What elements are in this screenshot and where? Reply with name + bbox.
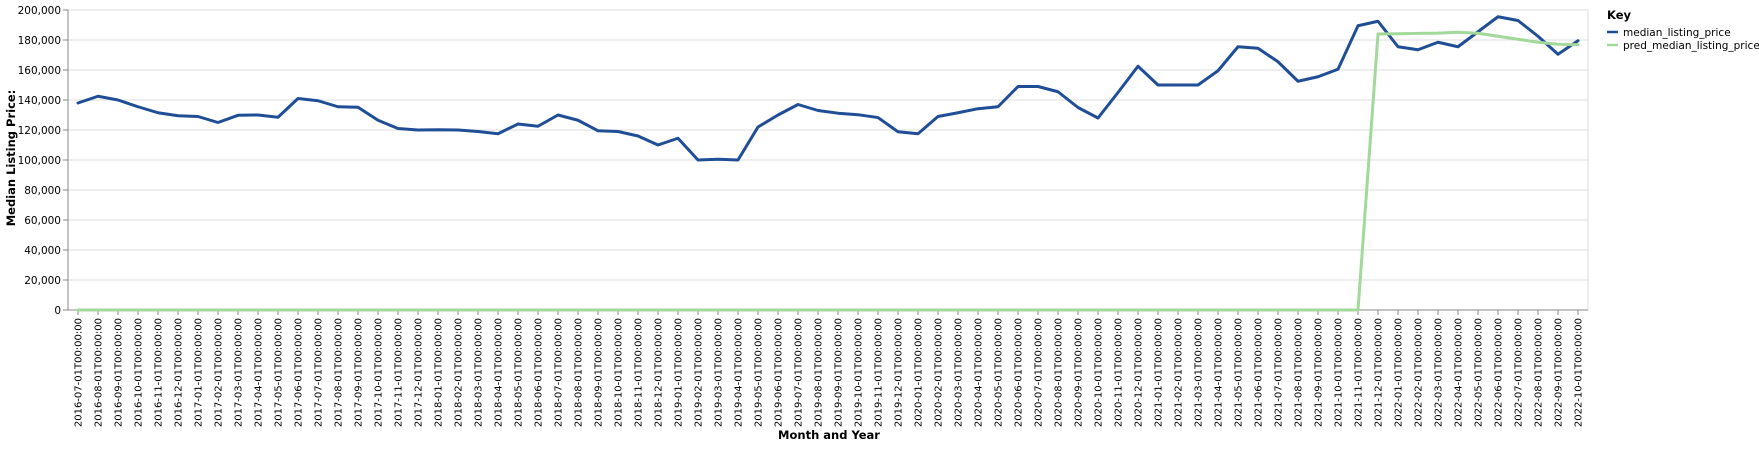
x-tick-label: 2021-02-01T00:00:00 xyxy=(1174,318,1185,427)
x-tick-label: 2022-02-01T00:00:00 xyxy=(1414,318,1425,427)
x-tick-label: 2018-09-01T00:00:00 xyxy=(594,318,605,427)
y-tick-label: 120,000 xyxy=(18,125,61,137)
x-tick-label: 2022-07-01T00:00:00 xyxy=(1514,318,1525,427)
x-tick-label: 2020-12-01T00:00:00 xyxy=(1134,318,1145,427)
x-tick-label: 2020-08-01T00:00:00 xyxy=(1054,318,1065,427)
series-line-median_listing_price xyxy=(76,15,1580,162)
x-tick-label: 2022-04-01T00:00:00 xyxy=(1454,318,1465,427)
x-tick-label: 2018-10-01T00:00:00 xyxy=(614,318,625,427)
x-tick-label: 2017-09-01T00:00:00 xyxy=(354,318,365,427)
y-tick-label: 80,000 xyxy=(24,185,61,197)
x-tick-label: 2016-08-01T00:00:00 xyxy=(94,318,105,427)
series-lines xyxy=(76,15,1580,312)
x-tick-label: 2017-11-01T00:00:00 xyxy=(394,318,405,427)
x-tick-label: 2018-06-01T00:00:00 xyxy=(534,318,545,427)
x-tick-label: 2018-03-01T00:00:00 xyxy=(474,318,485,427)
x-tick-label: 2020-04-01T00:00:00 xyxy=(974,318,985,427)
y-tick-label: 160,000 xyxy=(18,65,61,77)
x-tick-label: 2021-12-01T00:00:00 xyxy=(1374,318,1385,427)
y-tick-label: 140,000 xyxy=(18,95,61,107)
x-tick-label: 2019-05-01T00:00:00 xyxy=(754,318,765,427)
x-tick-label: 2017-03-01T00:00:00 xyxy=(234,318,245,427)
x-tick-label: 2019-04-01T00:00:00 xyxy=(734,318,745,427)
x-tick-label: 2016-12-01T00:00:00 xyxy=(174,318,185,427)
x-tick-label: 2021-04-01T00:00:00 xyxy=(1214,318,1225,427)
x-tick-label: 2020-03-01T00:00:00 xyxy=(954,318,965,427)
legend-entry-label: median_listing_price xyxy=(1623,27,1731,39)
x-tick-label: 2017-08-01T00:00:00 xyxy=(334,318,345,427)
x-tick-label: 2021-05-01T00:00:00 xyxy=(1234,318,1245,427)
x-tick-label: 2017-07-01T00:00:00 xyxy=(314,318,325,427)
x-tick-label: 2022-03-01T00:00:00 xyxy=(1434,318,1445,427)
x-tick-label: 2021-01-01T00:00:00 xyxy=(1154,318,1165,427)
x-tick-label: 2022-06-01T00:00:00 xyxy=(1494,318,1505,427)
x-tick-label: 2018-08-01T00:00:00 xyxy=(574,318,585,427)
x-tick-label: 2016-10-01T00:00:00 xyxy=(134,318,145,427)
x-tick-label: 2019-10-01T00:00:00 xyxy=(854,318,865,427)
x-tick-label: 2019-07-01T00:00:00 xyxy=(794,318,805,427)
x-tick-label: 2018-05-01T00:00:00 xyxy=(514,318,525,427)
x-tick-label: 2021-06-01T00:00:00 xyxy=(1254,318,1265,427)
x-axis-title: Month and Year xyxy=(778,428,880,442)
x-tick-label: 2019-02-01T00:00:00 xyxy=(694,318,705,427)
x-tick-label: 2017-12-01T00:00:00 xyxy=(414,318,425,427)
x-tick-label: 2020-02-01T00:00:00 xyxy=(934,318,945,427)
x-tick-label: 2019-01-01T00:00:00 xyxy=(674,318,685,427)
x-tick-label: 2019-12-01T00:00:00 xyxy=(894,318,905,427)
y-tick-label: 60,000 xyxy=(24,215,61,227)
x-tick-label: 2018-02-01T00:00:00 xyxy=(454,318,465,427)
x-tick-label: 2020-06-01T00:00:00 xyxy=(1014,318,1025,427)
x-tick-label: 2018-11-01T00:00:00 xyxy=(634,318,645,427)
series-line-pred_median_listing_price xyxy=(76,30,1580,312)
x-tick-label: 2022-08-01T00:00:00 xyxy=(1534,318,1545,427)
y-tick-label: 100,000 xyxy=(18,155,61,167)
x-tick-label: 2020-11-01T00:00:00 xyxy=(1114,318,1125,427)
x-tick-label: 2018-12-01T00:00:00 xyxy=(654,318,665,427)
x-tick-label: 2021-08-01T00:00:00 xyxy=(1294,318,1305,427)
x-tick-label: 2017-01-01T00:00:00 xyxy=(194,318,205,427)
legend: Key median_listing_pricepred_median_listi… xyxy=(1607,8,1759,52)
x-tick-label: 2017-10-01T00:00:00 xyxy=(374,318,385,427)
x-tick-label: 2021-09-01T00:00:00 xyxy=(1314,318,1325,427)
x-tick-label: 2020-01-01T00:00:00 xyxy=(914,318,925,427)
legend-entry-label: pred_median_listing_price xyxy=(1623,40,1759,52)
x-tick-label: 2022-09-01T00:00:00 xyxy=(1554,318,1565,427)
x-tick-label: 2020-07-01T00:00:00 xyxy=(1034,318,1045,427)
x-tick-label: 2017-02-01T00:00:00 xyxy=(214,318,225,427)
x-tick-label: 2017-04-01T00:00:00 xyxy=(254,318,265,427)
x-tick-label: 2021-10-01T00:00:00 xyxy=(1334,318,1345,427)
x-tick-label: 2021-03-01T00:00:00 xyxy=(1194,318,1205,427)
x-tick-label: 2021-11-01T00:00:00 xyxy=(1354,318,1365,427)
x-tick-label: 2022-05-01T00:00:00 xyxy=(1474,318,1485,427)
y-tick-label: 200,000 xyxy=(18,5,61,17)
x-tick-label: 2019-03-01T00:00:00 xyxy=(714,318,725,427)
y-tick-label: 20,000 xyxy=(24,275,61,287)
x-tick-label: 2018-04-01T00:00:00 xyxy=(494,318,505,427)
x-tick-label: 2021-07-01T00:00:00 xyxy=(1274,318,1285,427)
x-tick-label: 2019-08-01T00:00:00 xyxy=(814,318,825,427)
y-tick-label: 0 xyxy=(54,305,61,317)
x-tick-label: 2020-05-01T00:00:00 xyxy=(994,318,1005,427)
x-tick-label: 2020-10-01T00:00:00 xyxy=(1094,318,1105,427)
x-tick-label: 2016-09-01T00:00:00 xyxy=(114,318,125,427)
y-axis-title: Median Listing Price: xyxy=(4,90,18,227)
x-tick-label: 2019-11-01T00:00:00 xyxy=(874,318,885,427)
legend-title: Key xyxy=(1607,8,1632,22)
x-tick-label: 2016-11-01T00:00:00 xyxy=(154,318,165,427)
x-tick-label: 2018-01-01T00:00:00 xyxy=(434,318,445,427)
y-tick-label: 180,000 xyxy=(18,35,61,47)
x-tick-label: 2018-07-01T00:00:00 xyxy=(554,318,565,427)
x-tick-label: 2016-07-01T00:00:00 xyxy=(74,318,85,427)
y-tick-label: 40,000 xyxy=(24,245,61,257)
x-tick-label: 2022-01-01T00:00:00 xyxy=(1394,318,1405,427)
axes: 0 20,000 40,000 60,000 80,000 100,000 120,000 1… xyxy=(18,5,1588,427)
x-tick-label: 2019-09-01T00:00:00 xyxy=(834,318,845,427)
x-tick-label: 2020-09-01T00:00:00 xyxy=(1074,318,1085,427)
x-tick-label: 2019-06-01T00:00:00 xyxy=(774,318,785,427)
x-tick-label: 2022-10-01T00:00:00 xyxy=(1574,318,1585,427)
x-tick-label: 2017-05-01T00:00:00 xyxy=(274,318,285,427)
x-tick-label: 2017-06-01T00:00:00 xyxy=(294,318,305,427)
